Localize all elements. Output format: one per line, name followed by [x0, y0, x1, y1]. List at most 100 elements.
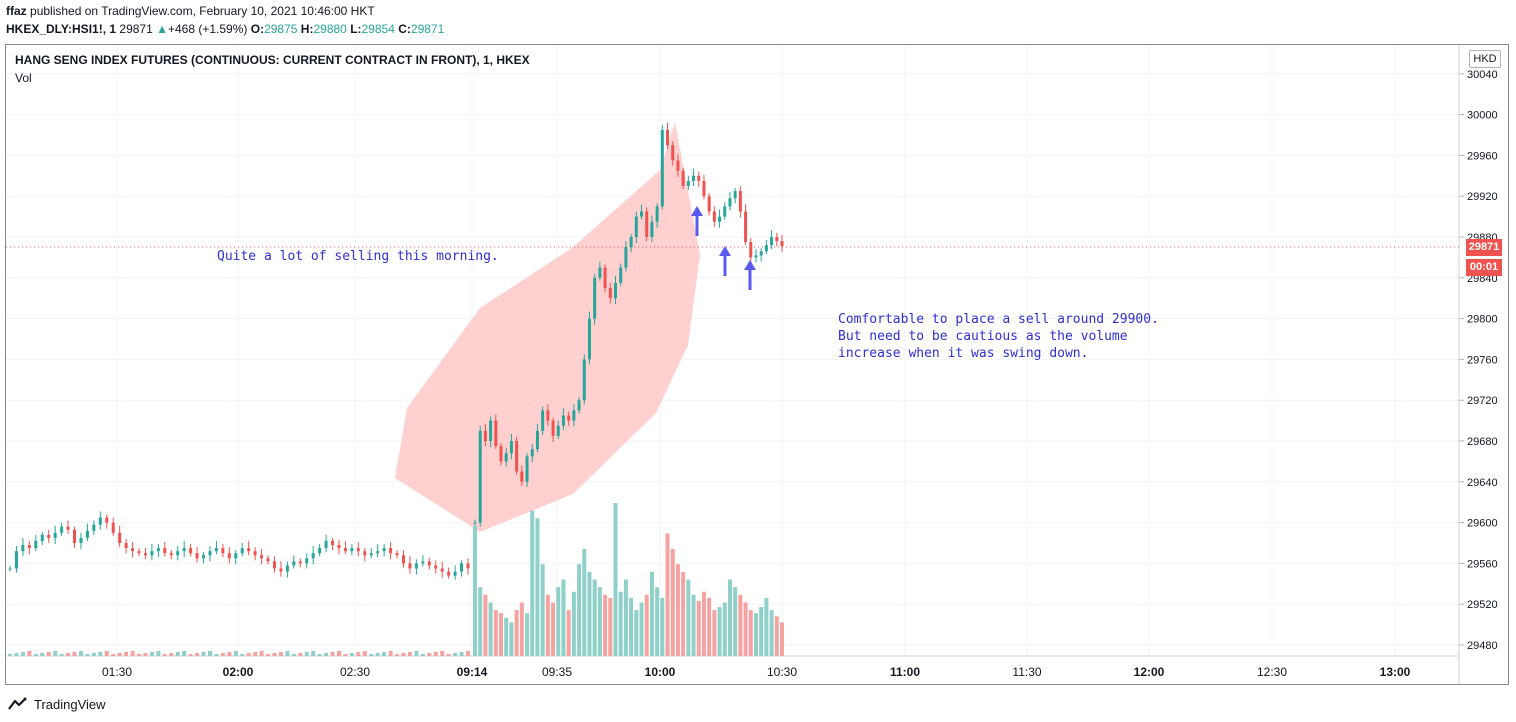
candle-body	[541, 410, 545, 431]
candle-body	[356, 548, 360, 552]
up-triangle-icon: ▲	[156, 22, 168, 36]
time-tick-label: 01:30	[102, 665, 132, 679]
price-tick-label: 29800	[1467, 314, 1498, 326]
candle-body	[608, 288, 612, 299]
volume-bar	[545, 594, 550, 656]
volume-bar	[670, 548, 675, 656]
candle-body	[613, 282, 617, 299]
candle-body	[169, 553, 173, 556]
candle-body	[234, 553, 238, 559]
price-change: +468 (+1.59%)	[168, 22, 248, 36]
volume-bar	[349, 653, 354, 656]
candle-body	[176, 551, 180, 556]
volume-bar	[356, 652, 361, 656]
volume-bar	[530, 510, 535, 656]
candle-body	[143, 553, 147, 556]
volume-bar	[137, 654, 142, 656]
volume-bar	[169, 653, 174, 656]
volume-bar	[98, 652, 103, 656]
candle-body	[780, 241, 784, 247]
candle-body	[34, 540, 38, 549]
close-value: 29871	[410, 22, 445, 36]
note-sell-line3: increase when it was swing down.	[838, 346, 1088, 361]
price-tick-label: 29480	[1467, 640, 1498, 652]
candle-body	[582, 359, 586, 401]
candle-body	[318, 548, 322, 554]
candle-body	[324, 540, 328, 549]
candle-body	[660, 129, 664, 207]
candle-body	[453, 571, 457, 576]
candle-body	[434, 565, 438, 569]
candle-body	[21, 545, 25, 552]
candle-body	[764, 245, 768, 252]
volume-bar	[46, 652, 51, 656]
volume-bar	[571, 591, 576, 656]
volume-bar	[499, 613, 504, 656]
candle-body	[676, 160, 680, 171]
candle-body	[124, 543, 128, 549]
candle-body	[572, 410, 576, 421]
candle-body	[8, 568, 12, 570]
last-price-badge: 29871	[1466, 239, 1502, 256]
footer-brand[interactable]: TradingView	[8, 694, 106, 714]
candle-body	[598, 267, 602, 278]
candle-body	[561, 415, 565, 426]
volume-bar	[227, 652, 232, 656]
volume-bar	[608, 597, 613, 656]
volume-bar	[566, 610, 571, 656]
candle-body	[98, 517, 102, 525]
volume-bar	[336, 651, 341, 656]
candle-body	[408, 563, 412, 569]
time-tick-label: 02:00	[223, 665, 254, 679]
up-arrow-icon	[719, 246, 731, 276]
candle-body	[66, 526, 70, 530]
candle-body	[697, 175, 701, 181]
volume-bar	[330, 652, 335, 656]
candle-body	[515, 441, 519, 472]
candle-body	[567, 415, 571, 421]
high-label: H:	[300, 22, 314, 36]
volume-bar	[375, 653, 380, 656]
volume-bar	[201, 652, 206, 656]
candle-body	[285, 565, 289, 572]
low-label: L:	[350, 22, 362, 36]
candle-body	[556, 425, 560, 436]
volume-bar	[240, 654, 245, 656]
last-price: 29871	[119, 22, 153, 36]
candle-body	[227, 553, 231, 559]
candle-body	[520, 471, 524, 482]
candle-body	[707, 196, 711, 212]
volume-bar	[388, 651, 393, 656]
volume-bar	[414, 651, 419, 656]
candle-body	[337, 545, 341, 549]
candle-body	[775, 237, 779, 242]
published-text: published on TradingView.com, February 1…	[30, 4, 375, 18]
price-tick-label: 29960	[1467, 150, 1498, 162]
volume-bar	[504, 617, 509, 656]
candle-body	[401, 555, 405, 564]
volume-bar	[291, 654, 296, 656]
volume-bar	[655, 587, 660, 656]
volume-bar	[111, 654, 116, 656]
brand-name: TradingView	[34, 696, 106, 712]
candle-body	[105, 517, 109, 523]
candle-body	[640, 211, 644, 217]
price-tick-label: 29760	[1467, 354, 1498, 366]
candle-body	[343, 548, 347, 552]
currency-button[interactable]: HKD	[1469, 50, 1501, 68]
volume-bars	[8, 503, 784, 656]
candle-body	[655, 206, 659, 222]
candle-body	[629, 237, 633, 248]
grid-lines	[6, 45, 1459, 656]
volume-bar	[20, 652, 25, 656]
note-sell-line1: Comfortable to place a sell around 29900…	[838, 312, 1159, 327]
candle-body	[509, 441, 513, 454]
volume-bar	[382, 652, 387, 656]
volume-bar	[104, 651, 109, 656]
volume-bar	[117, 653, 122, 656]
candle-body	[427, 561, 431, 566]
volume-bar	[195, 653, 200, 656]
candle-body	[712, 211, 716, 222]
candle-body	[382, 548, 386, 552]
